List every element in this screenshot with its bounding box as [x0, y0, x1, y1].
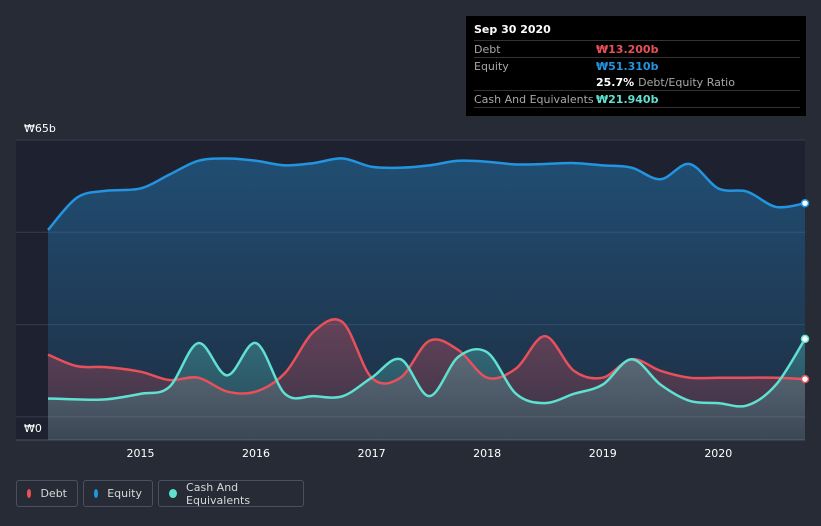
lines: [47, 157, 807, 408]
debt-line: [47, 318, 806, 395]
tooltip-row-debt: Debt ₩13.200b: [474, 40, 800, 57]
tooltip-label: Cash And Equivalents: [474, 92, 594, 106]
tooltip-row-equity: Equity ₩51.310b: [474, 57, 800, 74]
legend-cash-swatch: [169, 489, 178, 498]
tooltip: Sep 30 2020 Debt ₩13.200b Equity ₩51.310…: [466, 16, 806, 116]
debt-end-marker: [800, 374, 810, 384]
equity-end-marker: [800, 198, 810, 208]
x-tick-label: 2020: [704, 447, 732, 460]
legend-cash[interactable]: Cash And Equivalents: [158, 480, 304, 507]
tooltip-ratio-caption: Debt/Equity Ratio: [638, 75, 735, 89]
legend-debt-label: Debt: [40, 487, 67, 500]
x-tick-label: 2015: [126, 447, 154, 460]
cash-and-equivalents-line: [47, 338, 807, 408]
y-tick-label-max: ₩65b: [24, 122, 56, 135]
x-tick-label: 2017: [358, 447, 386, 460]
x-tick-label: 2018: [473, 447, 501, 460]
equity-line: [47, 157, 806, 231]
legend-cash-label: Cash And Equivalents: [186, 480, 251, 507]
tooltip-label: Equity: [474, 59, 509, 73]
x-tick-label: 2016: [242, 447, 270, 460]
areas: [48, 158, 805, 440]
tooltip-label: Debt: [474, 42, 501, 56]
x-tick-label: 2019: [589, 447, 617, 460]
tooltip-value: 25.7%: [596, 75, 635, 89]
legend-equity-swatch: [94, 489, 99, 498]
legend-debt-swatch: [27, 489, 32, 498]
tooltip-date: Sep 30 2020: [474, 23, 551, 36]
tooltip-value: ₩13.200b: [596, 42, 659, 56]
tooltip-row-ratio: 25.7% Debt/Equity Ratio: [474, 74, 800, 90]
legend-equity-label: Equity: [107, 487, 142, 500]
tooltip-value: ₩51.310b: [596, 59, 659, 73]
tooltip-value: ₩21.940b: [596, 92, 659, 106]
legend-equity[interactable]: Equity: [83, 480, 153, 507]
tooltip-row-cash: Cash And Equivalents ₩21.940b: [474, 90, 800, 108]
cash-and-equivalents-end-marker: [800, 334, 810, 344]
cash-and-equivalents-area: [48, 338, 805, 440]
legend-debt[interactable]: Debt: [16, 480, 78, 507]
end-markers: [800, 198, 810, 384]
x-axis: 2015 2016 2017 2018 2019 2020: [126, 447, 732, 460]
y-tick-label-min: ₩0: [24, 422, 42, 435]
